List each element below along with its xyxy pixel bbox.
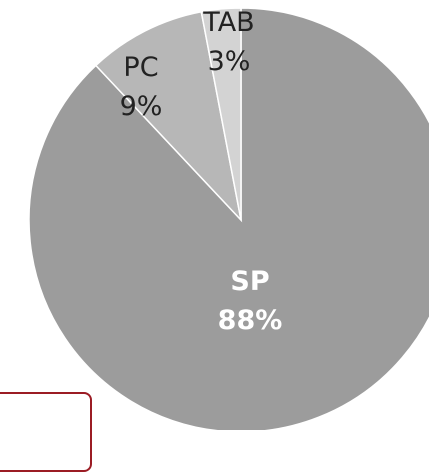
chart-stage: TAB 3% PC 9% SP 88% [0,7,429,472]
slice-label-sp: SP 88% [218,266,283,336]
callout-box [0,392,92,472]
pie-chart: TAB 3% PC 9% SP 88% [28,7,429,430]
pie-slice-tab [200,7,242,221]
slice-label-tab: TAB 3% [202,7,254,77]
slice-label-tab-value: 3% [208,46,251,77]
slice-label-pc: PC 9% [120,52,163,122]
slice-label-sp-name: SP [230,266,269,297]
pie-slice-sp [28,7,429,430]
slice-label-pc-value: 9% [120,91,163,122]
slice-label-pc-name: PC [123,52,158,83]
pie-slices [28,7,429,430]
pie-slice-pc [94,10,243,223]
slice-label-tab-name: TAB [202,7,254,38]
slice-label-sp-value: 88% [218,305,283,336]
